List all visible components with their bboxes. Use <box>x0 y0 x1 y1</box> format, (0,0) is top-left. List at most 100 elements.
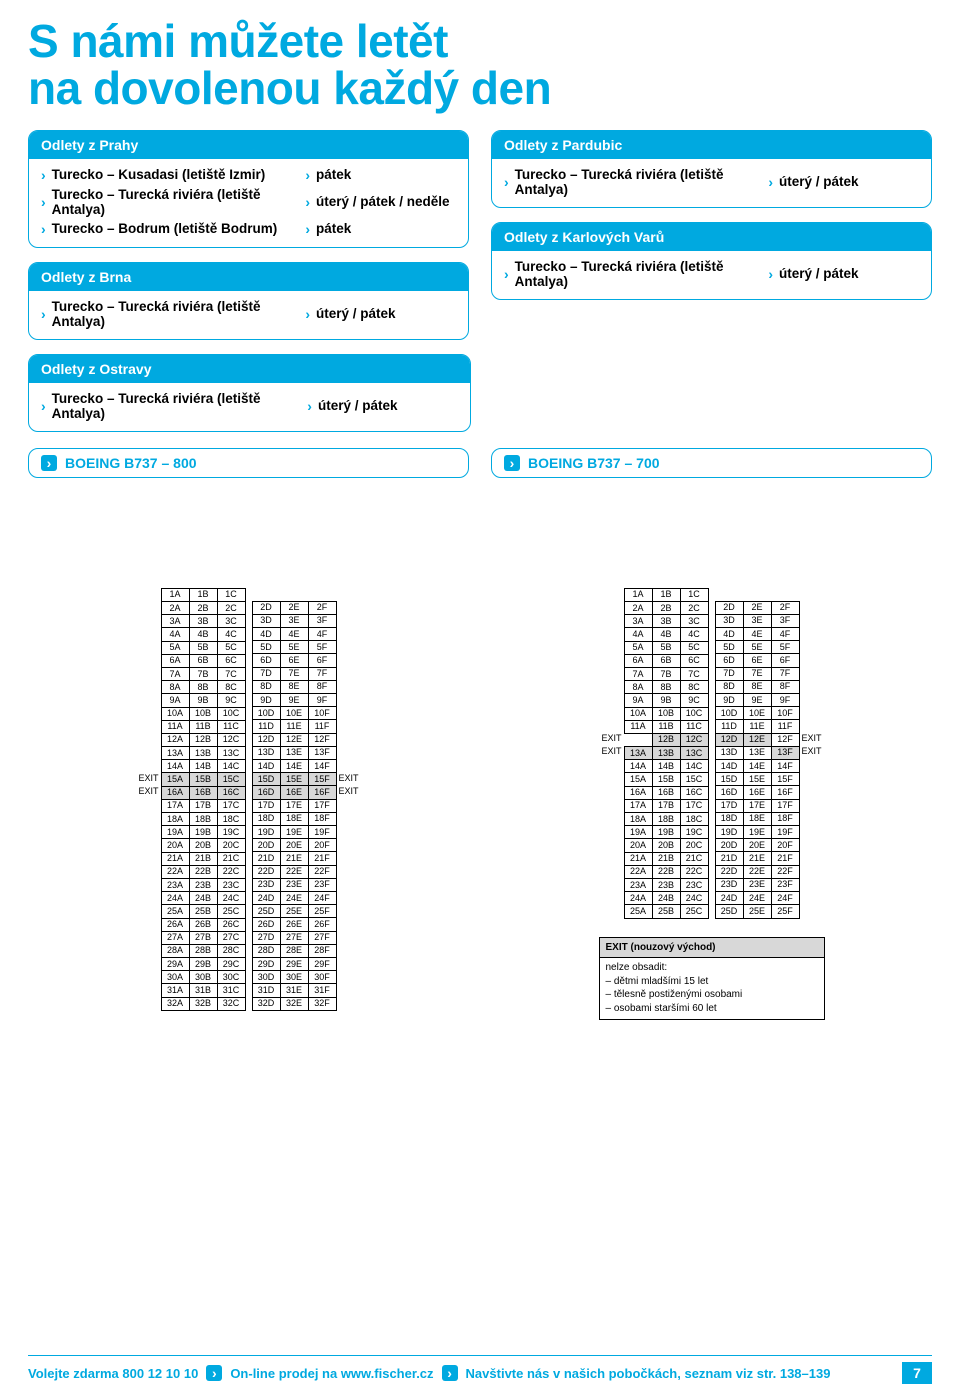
seat-cell: 19F <box>771 825 799 838</box>
seat-cell: 22F <box>308 865 336 878</box>
seat-cell: 9D <box>252 693 280 706</box>
seatmap-700: EXITEXIT1A1B1C2A2B2C3A3B3C4A4B4C5A5B5C6A… <box>594 588 830 919</box>
group-header: Odlety z Brna <box>29 263 468 291</box>
seat-cell: 21E <box>743 852 771 865</box>
seat-cell: 30A <box>161 971 189 984</box>
seat-cell: 8B <box>652 681 680 694</box>
exit-label: EXIT <box>138 773 158 783</box>
flight-days: úterý / pátek / neděle <box>316 194 456 209</box>
chevron-icon: › <box>41 455 57 471</box>
seat-cell: 15F <box>771 773 799 786</box>
seat-cell: 6A <box>161 654 189 667</box>
seat-cell: 28E <box>280 944 308 957</box>
seat-cell: 23C <box>217 878 245 891</box>
seat-cell: 19A <box>161 826 189 839</box>
chevron-icon: › <box>504 455 520 471</box>
seat-cell: 10E <box>280 707 308 720</box>
seat-cell: 22B <box>652 865 680 878</box>
seat-cell: 1A <box>161 588 189 601</box>
seat-cell: 19D <box>252 825 280 838</box>
seat-cell: 23B <box>652 878 680 891</box>
seat-cell: 16F <box>771 786 799 799</box>
seat-cell: 25C <box>680 905 708 918</box>
seat-cell: 20E <box>743 839 771 852</box>
seat-cell: 24E <box>280 891 308 904</box>
plane-label-700: › BOEING B737 – 700 <box>491 448 932 478</box>
page-title: S námi můžete letět na dovolenou každý d… <box>28 18 932 112</box>
flight-days: úterý / pátek <box>316 306 456 321</box>
seat-cell: 12D <box>252 733 280 746</box>
seat-cell: 16D <box>715 786 743 799</box>
seat-cell: 11A <box>161 720 189 733</box>
seat-cell: 2D <box>715 601 743 614</box>
note-intro: nelze obsadit: <box>606 961 818 975</box>
seat-cell: 7D <box>252 667 280 680</box>
seat-cell: 4E <box>743 627 771 640</box>
exit-label: EXIT <box>802 746 822 756</box>
seat-cell: 25B <box>189 905 217 918</box>
seat-cell: 10C <box>680 707 708 720</box>
seat-cell: 9B <box>189 694 217 707</box>
seat-cell: 27D <box>252 931 280 944</box>
seat-cell: 17F <box>308 799 336 812</box>
seat-cell: 1C <box>680 588 708 601</box>
seat-cell: 6B <box>652 654 680 667</box>
seat-cell: 14A <box>624 760 652 773</box>
seat-cell: 11C <box>217 720 245 733</box>
seat-cell: 24E <box>743 891 771 904</box>
seat-cell: 4C <box>680 628 708 641</box>
seat-cell: 14D <box>252 759 280 772</box>
seat-cell: 11C <box>680 720 708 733</box>
seat-cell: 6D <box>715 654 743 667</box>
flight-row: › Turecko – Turecká riviéra (letiště Ant… <box>41 185 456 219</box>
seat-cell: 3A <box>624 615 652 628</box>
seat-cell: 25F <box>308 905 336 918</box>
seat-cell: 20D <box>715 839 743 852</box>
seat-cell: 3C <box>217 615 245 628</box>
chevron-icon: › <box>768 174 773 190</box>
seat-cell: 24F <box>771 891 799 904</box>
seat-cell: 8E <box>743 680 771 693</box>
seat-cell: 16C <box>217 786 245 799</box>
group-ostrava: Odlety z Ostravy › Turecko – Turecká riv… <box>28 354 471 432</box>
seat-cell: 9F <box>771 693 799 706</box>
group-praha: Odlety z Prahy › Turecko – Kusadasi (let… <box>28 130 469 248</box>
seat-cell: 29E <box>280 958 308 971</box>
flight-destination: Turecko – Bodrum (letiště Bodrum) <box>52 221 306 236</box>
seat-cell: 9E <box>743 693 771 706</box>
flight-days: úterý / pátek <box>318 398 458 413</box>
seat-cell: 4B <box>189 628 217 641</box>
seat-cell: 11E <box>280 720 308 733</box>
seat-cell <box>743 588 771 601</box>
seat-cell: 14B <box>652 760 680 773</box>
seat-cell: 31A <box>161 984 189 997</box>
seat-cell: 25A <box>161 905 189 918</box>
seat-cell: 28C <box>217 944 245 957</box>
seat-cell: 8A <box>624 681 652 694</box>
flight-days: pátek <box>316 221 456 236</box>
flight-destination: Turecko – Turecká riviéra (letiště Antal… <box>52 187 306 217</box>
seat-cell: 21C <box>217 852 245 865</box>
seat-cell: 22A <box>624 865 652 878</box>
seat-cell: 22A <box>161 865 189 878</box>
seat-cell: 4C <box>217 628 245 641</box>
chevron-icon: › <box>305 221 310 237</box>
exit-label: EXIT <box>339 786 359 796</box>
seat-cell: 23A <box>624 878 652 891</box>
seat-cell: 3D <box>252 614 280 627</box>
seat-cell: 18C <box>217 813 245 826</box>
seat-cell: 7F <box>771 667 799 680</box>
seat-cell: 21A <box>161 852 189 865</box>
seat-cell: 4B <box>652 628 680 641</box>
seat-cell: 11D <box>715 720 743 733</box>
seat-cell: 5C <box>680 641 708 654</box>
seat-cell: 12E <box>280 733 308 746</box>
seat-cell: 24F <box>308 891 336 904</box>
flight-row: › Turecko – Turecká riviéra (letiště Ant… <box>504 165 919 199</box>
seat-cell: 1C <box>217 588 245 601</box>
seat-cell: 14C <box>217 760 245 773</box>
seat-cell: 29B <box>189 958 217 971</box>
seat-cell: 7A <box>161 667 189 680</box>
seat-cell: 21D <box>715 852 743 865</box>
seat-cell: 23F <box>771 878 799 891</box>
